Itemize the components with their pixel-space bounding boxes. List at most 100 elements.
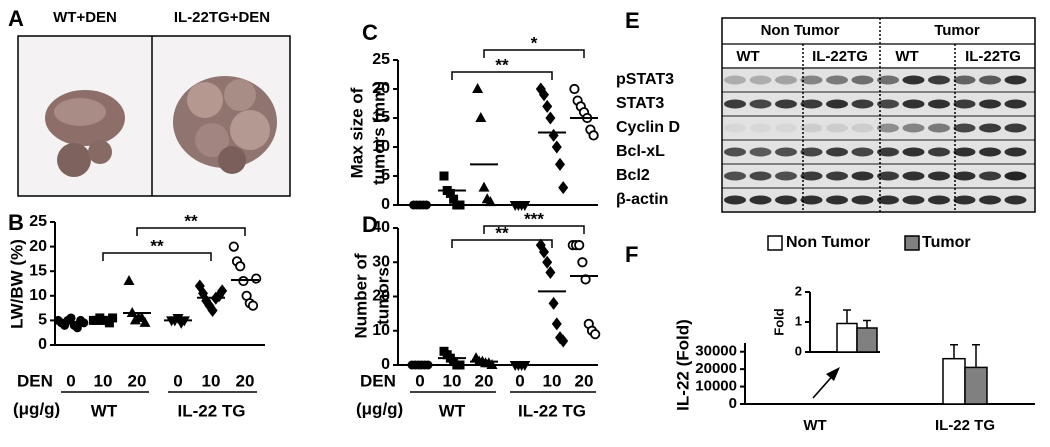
blot-band <box>877 171 899 181</box>
blot-band <box>775 75 797 85</box>
blot-band <box>826 147 848 157</box>
blot-band <box>800 99 823 109</box>
blot-band <box>724 99 746 109</box>
y-tick-label: 5 <box>38 312 47 329</box>
y-tick-label: 0 <box>38 336 47 353</box>
significance-bracket <box>483 225 585 234</box>
data-point <box>455 360 465 370</box>
y-axis-label: Fold <box>771 308 786 335</box>
blot-band <box>724 171 746 181</box>
blot-band <box>851 75 874 85</box>
blot-band <box>902 75 925 85</box>
blot-band <box>877 99 899 109</box>
blot-band <box>928 123 950 133</box>
y-tick-label: 20 <box>29 238 47 255</box>
data-point <box>108 313 118 323</box>
panel-label: C <box>362 20 378 45</box>
significance-label: ** <box>495 223 509 242</box>
x-tick-label: 20 <box>575 371 594 390</box>
blot-group: Non Tumor <box>761 22 840 39</box>
x-row-label: DEN <box>360 371 396 390</box>
blot-band <box>749 123 772 133</box>
blot-band <box>928 75 950 85</box>
liver-photo <box>17 35 291 197</box>
error-bar <box>950 343 958 359</box>
data-point <box>545 266 556 280</box>
blot-band <box>979 99 1001 109</box>
blot-band <box>877 195 899 205</box>
data-point <box>104 318 114 328</box>
data-point <box>207 304 218 318</box>
data-point <box>542 255 553 269</box>
x-row-label: DEN <box>17 371 53 390</box>
blot-band <box>851 147 874 157</box>
protein-label: Bcl2 <box>616 167 650 184</box>
blot-band <box>775 171 797 181</box>
blot-band <box>902 123 925 133</box>
significance-bracket <box>451 71 553 80</box>
data-point <box>542 99 553 113</box>
blot-band <box>826 171 848 181</box>
blot-band <box>928 195 950 205</box>
x-row-label: (μg/g) <box>356 399 403 418</box>
blot-band <box>826 195 848 205</box>
bar <box>964 366 988 405</box>
blot-band <box>1004 75 1027 85</box>
error-bar <box>972 343 980 368</box>
data-point <box>478 181 490 192</box>
x-row-label: (μg/g) <box>13 399 60 418</box>
blot-band <box>928 147 950 157</box>
data-point <box>548 296 559 310</box>
y-tick-label: 10 <box>29 287 47 304</box>
data-point <box>486 359 498 369</box>
blot-band <box>902 147 925 157</box>
blot-band <box>979 171 1001 181</box>
panel-label: D <box>362 212 378 237</box>
y-tick-label: 20 <box>372 80 390 97</box>
data-point <box>551 140 562 154</box>
blot-band <box>749 75 772 85</box>
blot-band <box>877 123 899 133</box>
data-point <box>472 83 484 93</box>
y-tick-label: 20 <box>372 288 390 305</box>
y-tick-label: 0 <box>729 395 737 412</box>
blot-band <box>724 195 746 205</box>
blot-band <box>902 195 925 205</box>
y-tick-label: 15 <box>372 109 390 126</box>
y-tick-label: 30000 <box>695 343 737 360</box>
bar <box>942 357 966 405</box>
blot-band <box>775 123 797 133</box>
data-point <box>548 128 559 142</box>
blot-band <box>928 171 950 181</box>
blot-genotype: WT <box>895 48 918 65</box>
blot-band <box>953 123 976 133</box>
blot-band <box>953 99 976 109</box>
data-point <box>66 313 76 323</box>
data-point <box>72 323 82 333</box>
y-tick-label: 5 <box>381 167 390 184</box>
blot-band <box>800 195 823 205</box>
y-axis-label: Max size of <box>347 87 366 178</box>
data-point <box>455 200 465 210</box>
error-bar <box>843 309 851 324</box>
data-point <box>558 181 569 195</box>
blot-band <box>1004 123 1027 133</box>
blot-lane-bg <box>723 117 1034 139</box>
x-tick-label: 10 <box>94 371 113 390</box>
data-point <box>574 240 585 251</box>
blot-band <box>1004 147 1027 157</box>
arrow-head <box>826 367 840 381</box>
significance-bracket <box>483 49 585 58</box>
y-tick-label: 25 <box>29 213 47 230</box>
blot-group: Tumor <box>934 22 980 39</box>
y-axis-label: Number of <box>351 253 370 338</box>
data-point <box>569 83 580 95</box>
significance-bracket <box>136 227 246 236</box>
data-point <box>235 261 246 272</box>
bar <box>856 327 878 353</box>
data-point <box>551 317 562 331</box>
data-point <box>577 257 588 268</box>
x-tick-label: 10 <box>443 371 462 390</box>
protein-label: pSTAT3 <box>616 71 674 88</box>
